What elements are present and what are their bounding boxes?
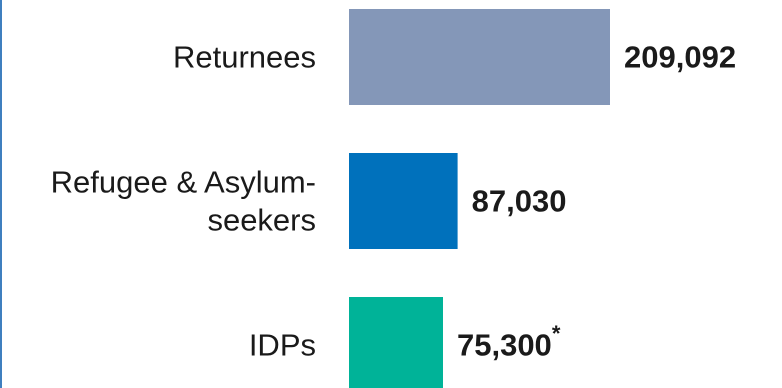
category-label-0: Returnees xyxy=(173,40,316,75)
value-label-0: 209,092 xyxy=(624,40,736,75)
bar-0 xyxy=(349,9,610,105)
left-border-rule xyxy=(0,0,2,388)
category-label-line: IDPs xyxy=(249,328,316,363)
category-label-line: seekers xyxy=(207,203,316,238)
bar-2 xyxy=(349,297,443,388)
footnote-asterisk: * xyxy=(552,321,561,346)
value-label-1: 87,030 xyxy=(472,184,567,219)
category-label-1: Refugee & Asylum-seekers xyxy=(51,165,316,238)
category-label-line: Refugee & Asylum- xyxy=(51,165,316,200)
category-label-2: IDPs xyxy=(249,328,316,363)
category-label-line: Returnees xyxy=(173,40,316,75)
bar-1 xyxy=(349,153,458,249)
value-label-2: 75,300* xyxy=(457,321,561,363)
